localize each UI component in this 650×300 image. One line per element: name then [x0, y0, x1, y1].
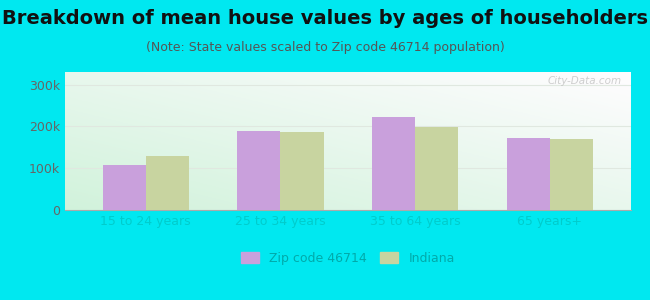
Bar	[550, 139, 593, 210]
Bar	[372, 117, 415, 210]
Text: Breakdown of mean house values by ages of householders: Breakdown of mean house values by ages o…	[2, 9, 648, 28]
Bar	[415, 127, 458, 210]
Legend: Zip code 46714, Indiana: Zip code 46714, Indiana	[236, 247, 460, 270]
Bar	[280, 132, 324, 210]
Bar	[146, 157, 189, 210]
Bar	[237, 131, 280, 210]
Text: City-Data.com: City-Data.com	[548, 76, 622, 86]
Bar	[506, 138, 550, 210]
Bar	[103, 165, 146, 210]
Text: (Note: State values scaled to Zip code 46714 population): (Note: State values scaled to Zip code 4…	[146, 40, 504, 53]
